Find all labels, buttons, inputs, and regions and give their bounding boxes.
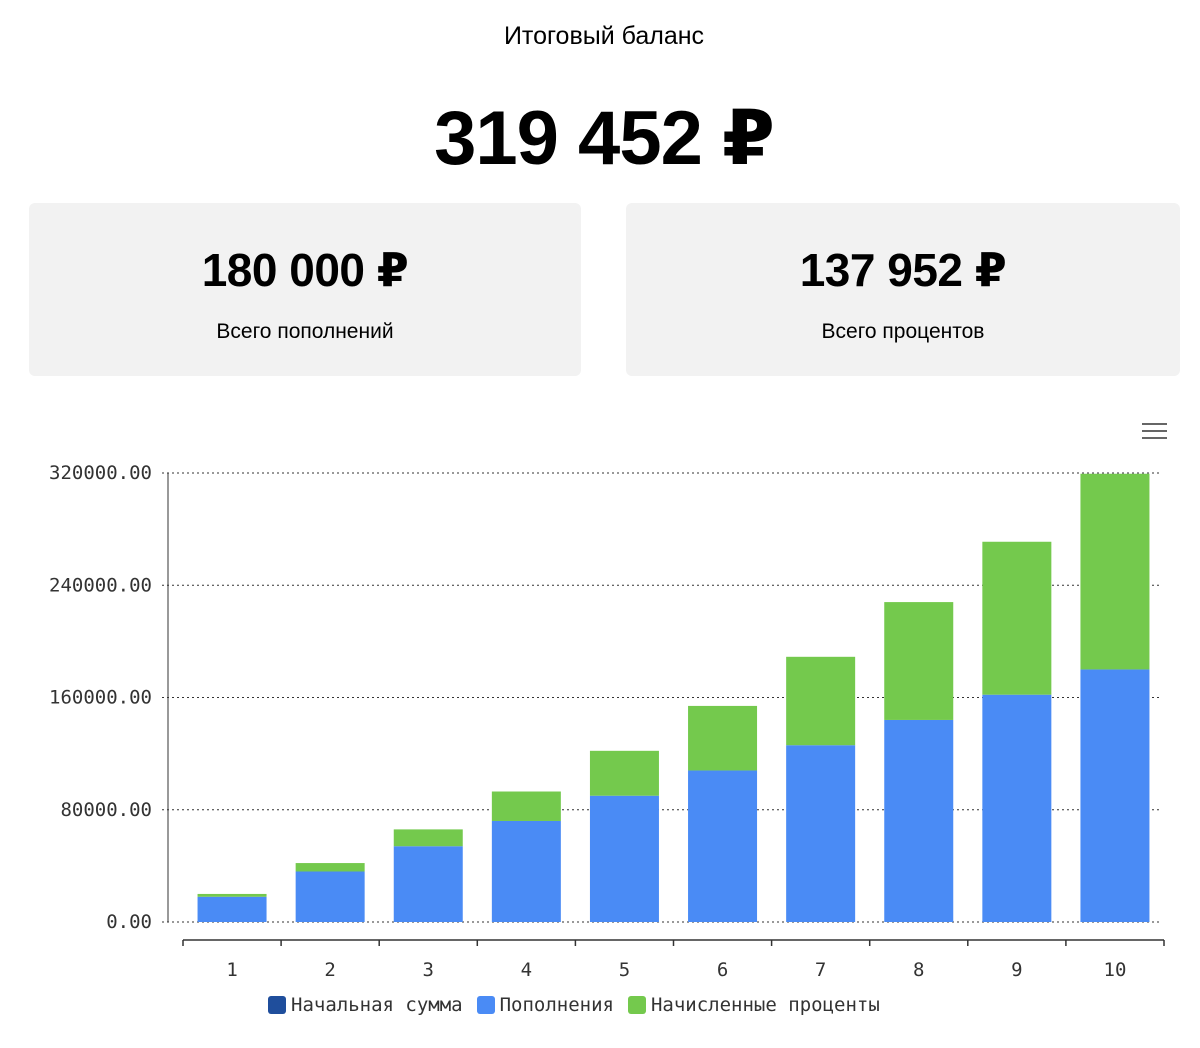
x-tick-label: 7 — [815, 959, 826, 981]
bar-segment — [393, 846, 463, 922]
hamburger-menu-icon[interactable] — [1142, 423, 1167, 441]
legend-label: Пополнения — [499, 994, 614, 1016]
x-tick-label: 1 — [226, 959, 237, 981]
bar-segment — [884, 602, 954, 720]
interest-total-label: Всего процентов — [821, 320, 985, 343]
deposits-total-value: 180 000 ₽ — [201, 244, 409, 296]
legend-swatch — [627, 996, 646, 1014]
bar-segment — [589, 795, 659, 922]
x-tick-label: 5 — [619, 959, 630, 981]
bar-segment — [393, 829, 463, 847]
y-tick-label: 80000.00 — [60, 799, 152, 821]
legend-item[interactable]: Пополнения — [476, 994, 614, 1016]
bar-segment — [982, 541, 1052, 695]
x-tick-label: 8 — [913, 959, 924, 981]
menu-line — [1142, 437, 1167, 439]
y-tick-label: 320000.00 — [49, 462, 152, 484]
legend-label: Начисленные проценты — [650, 994, 880, 1016]
bar-segment — [295, 863, 365, 872]
bar-segment — [491, 820, 561, 922]
bar-segment — [197, 896, 267, 922]
bar-segment — [1080, 669, 1150, 922]
legend-swatch — [476, 996, 495, 1014]
bar-segment — [197, 893, 267, 897]
bar-segment — [982, 694, 1052, 922]
bar-segment — [688, 770, 758, 922]
bar-segment — [786, 656, 856, 746]
menu-line — [1142, 423, 1167, 425]
interest-total-value: 137 952 ₽ — [799, 244, 1007, 296]
x-tick-label: 9 — [1011, 959, 1022, 981]
bar-segment — [1080, 473, 1150, 670]
chart-legend: Начальная сумма Пополнения Начисленные про… — [268, 991, 894, 1019]
x-tick-label: 3 — [423, 959, 434, 981]
deposits-total-label: Всего пополнений — [216, 320, 394, 343]
bar-segment — [786, 745, 856, 922]
final-balance-caption: Итоговый баланс — [503, 22, 705, 50]
bar-segment — [491, 791, 561, 821]
menu-line — [1142, 430, 1167, 432]
x-tick-label: 6 — [717, 959, 728, 981]
legend-swatch — [268, 996, 286, 1014]
bar-segment — [589, 750, 659, 796]
final-balance-value: 319 452 ₽ — [434, 96, 775, 181]
legend-item[interactable]: Начисленные проценты — [627, 994, 880, 1016]
x-tick-label: 4 — [521, 959, 532, 981]
deposits-card: 180 000 ₽ Всего пополнений — [29, 203, 581, 376]
legend-item[interactable]: Начальная сумма — [268, 994, 463, 1016]
interest-card: 137 952 ₽ Всего процентов — [626, 203, 1180, 376]
bar-segment — [688, 705, 758, 771]
legend-label: Начальная сумма — [291, 994, 463, 1016]
y-tick-label: 0.00 — [106, 911, 152, 933]
bar-segment — [884, 719, 954, 922]
y-tick-label: 160000.00 — [49, 687, 152, 709]
x-tick-label: 10 — [1104, 959, 1127, 981]
bar-segment — [295, 871, 365, 922]
y-tick-label: 240000.00 — [49, 574, 152, 596]
x-tick-label: 2 — [324, 959, 335, 981]
